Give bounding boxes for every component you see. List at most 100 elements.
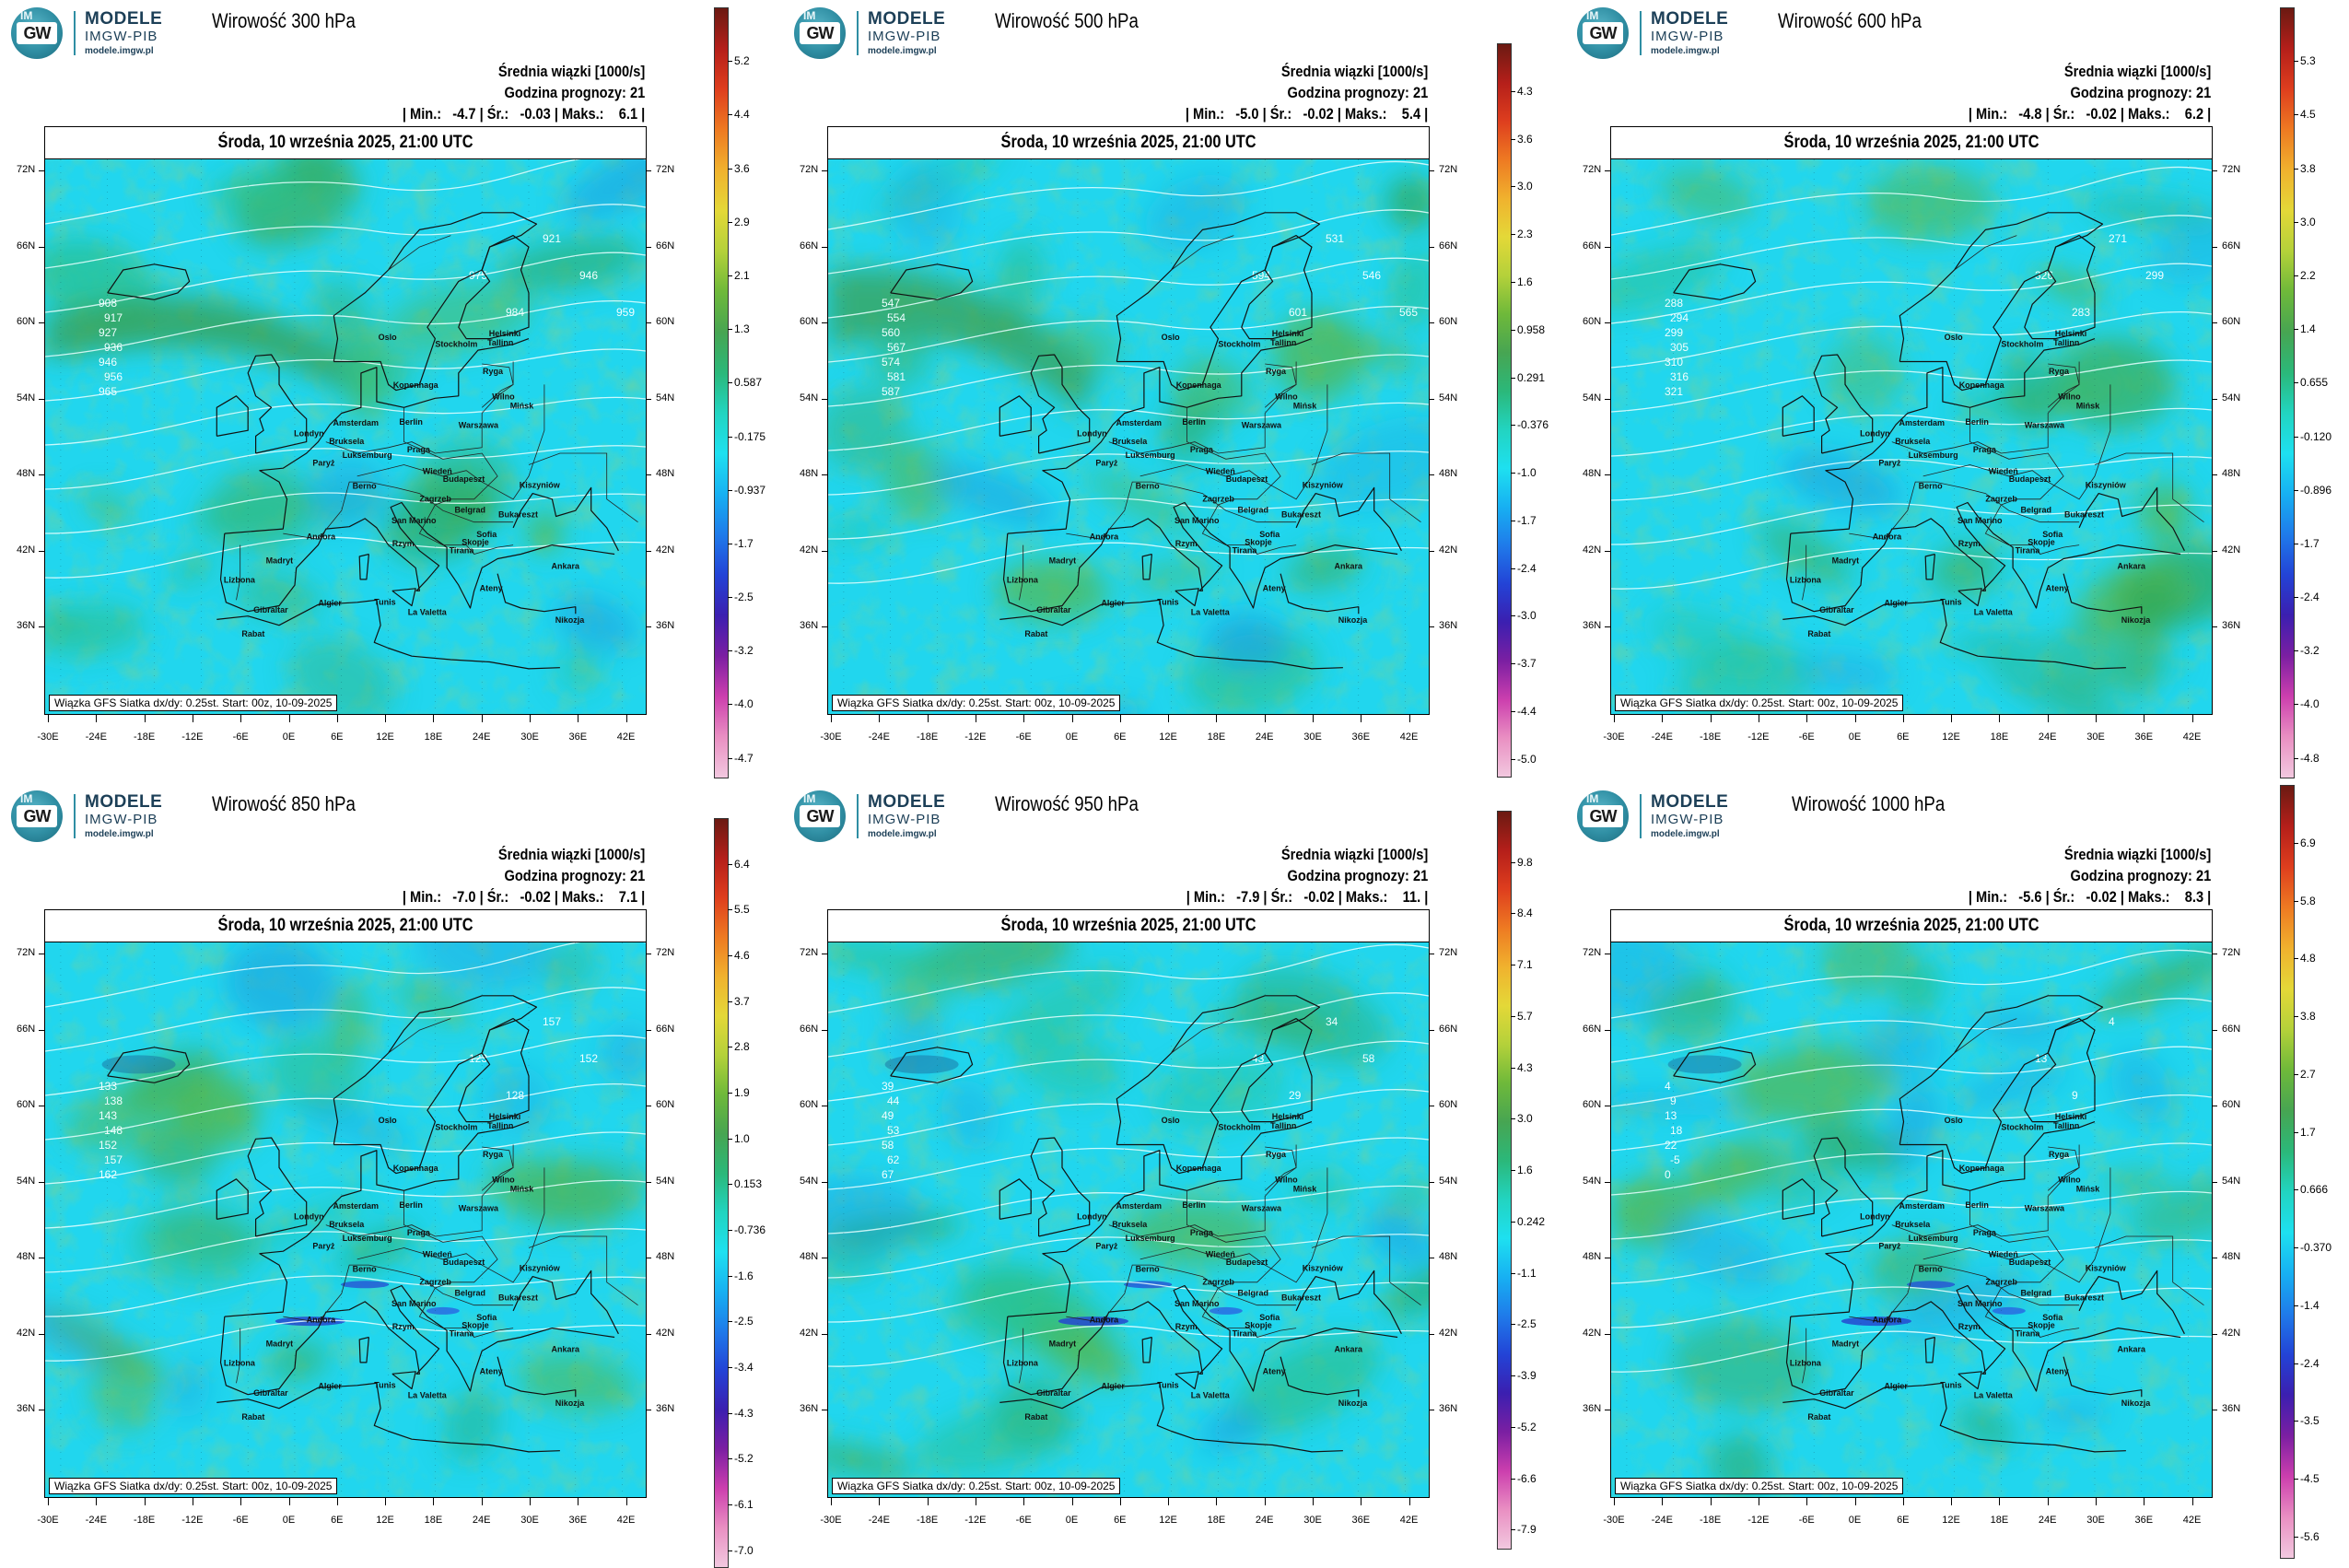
scale-tick (728, 1275, 732, 1277)
scale-tick (2294, 1016, 2298, 1018)
imgw-logo: IM GW MODELE IMGW-PIB modele.imgw.pl (794, 790, 997, 846)
scale-label: -1.1 (1517, 1266, 1537, 1280)
lat-label-right: 36N (1439, 1403, 1458, 1414)
lat-label-right: 48N (1439, 1251, 1458, 1262)
city-label: Warszawa (2025, 1204, 2065, 1213)
logo-mark-top: IM (803, 9, 816, 22)
lat-label-right: 54N (1439, 392, 1458, 404)
lon-tick (1408, 715, 1410, 722)
lat-label-left: 54N (17, 1175, 36, 1187)
lon-label: 42E (616, 731, 636, 743)
logo-mark-bottom: GW (17, 805, 57, 827)
valid-time: Środa, 10 września 2025, 21:00 UTC (1783, 133, 2039, 152)
scale-label: 1.6 (1517, 275, 1533, 288)
scale-label: -3.2 (2300, 644, 2320, 658)
contour-line (45, 1275, 646, 1317)
scale-tick (1511, 1221, 1515, 1223)
city-label: Mińsk (2076, 1185, 2101, 1194)
coastline (1030, 354, 1091, 454)
lat-tick (2212, 1333, 2217, 1335)
scale-tick (728, 329, 732, 331)
coastline (512, 1270, 619, 1335)
lon-label: -12E (181, 731, 204, 743)
city-label: Praga (1973, 1228, 1997, 1237)
city-label: Praga (1190, 1228, 1214, 1237)
coastline (1280, 1356, 1360, 1398)
coastline (224, 338, 530, 534)
lat-tick (2212, 1181, 2217, 1183)
lon-label: 0E (282, 731, 296, 743)
lon-label: 24E (2038, 731, 2057, 743)
contour-line (1611, 1190, 2212, 1240)
city-label: Kopenhaga (393, 1164, 439, 1173)
city-label: Skopje (462, 1321, 489, 1330)
logo-mark-top: IM (20, 9, 33, 22)
city-label: Berlin (399, 1200, 423, 1210)
imgw-logo-mark: IM GW (794, 7, 846, 59)
lon-tick (1902, 1498, 1904, 1505)
scale-label: 2.9 (734, 215, 750, 228)
lat-label-right: 36N (656, 620, 675, 631)
country-border (528, 1235, 638, 1306)
city-label: Wiedeń (1206, 466, 1235, 475)
scale-label: 3.0 (1517, 1112, 1533, 1126)
contour-label: 946 (579, 269, 598, 282)
lat-label-left: 42N (17, 544, 36, 556)
color-scale-bar (714, 7, 729, 778)
country-border (1066, 481, 1297, 540)
scale-label: 5.5 (734, 903, 750, 917)
lon-tick (2047, 1498, 2049, 1505)
forecast-hour: Godzina prognozy: 21 (504, 84, 645, 101)
lon-tick (48, 715, 49, 722)
scale-tick (728, 221, 732, 223)
country-border (481, 1146, 514, 1191)
lon-label: 0E (1848, 1515, 1862, 1526)
city-label: Budapeszt (2009, 1258, 2051, 1267)
scale-tick (1511, 1324, 1515, 1326)
lon-label: -30E (37, 1515, 59, 1526)
contour-line (828, 1234, 1429, 1279)
city-label: Ankara (552, 562, 581, 571)
scale-tick (2294, 958, 2298, 960)
scale-label: -2.4 (2300, 591, 2320, 604)
lon-tick (96, 1498, 98, 1505)
coastline (1924, 1336, 1935, 1363)
contour-label: 547 (882, 297, 900, 310)
city-label: Skopje (1245, 1321, 1272, 1330)
city-label: Gibraltar (1819, 1388, 1854, 1398)
scale-label: -1.7 (1517, 513, 1537, 527)
scale-tick (2294, 114, 2298, 116)
lon-label: 6E (1897, 1515, 1910, 1526)
lon-tick (1662, 715, 1664, 722)
lat-label-right: 48N (656, 468, 675, 479)
city-label: Gibraltar (253, 1388, 288, 1398)
scale-tick (728, 597, 732, 599)
lon-label: 18E (1990, 731, 2009, 743)
scale-tick (728, 489, 732, 491)
vorticity-map: 133 138 143 148 152 157 162 123 128 157 152 Oslo Sto… (45, 942, 646, 1497)
city-label: Budapeszt (1226, 1258, 1268, 1267)
lat-tick (822, 626, 827, 627)
scale-tick (1511, 663, 1515, 665)
contour-line (828, 1088, 1429, 1146)
coastline (392, 588, 416, 607)
lon-label: -18E (916, 731, 939, 743)
scale-label: -6.6 (1517, 1471, 1537, 1485)
lat-tick (1605, 170, 1610, 171)
city-label: Tirana (2016, 545, 2041, 555)
scale-label: 0.666 (2300, 1183, 2329, 1197)
panel-title: Wirowość 300 hPa (212, 9, 356, 32)
panel-title: Wirowość 950 hPa (995, 792, 1139, 815)
lat-tick (2212, 550, 2217, 552)
city-label: Madryt (1049, 1340, 1077, 1349)
scale-tick (728, 61, 732, 63)
city-label: Londyn (1860, 428, 1890, 438)
field-label: Średnia wiązki [1000/s] (497, 846, 645, 863)
scale-label: -4.5 (2300, 1472, 2320, 1486)
city-label: Luksemburg (1909, 1234, 1958, 1243)
lat-tick (39, 1029, 44, 1031)
contour-label: 53 (887, 1124, 900, 1137)
coastline (1002, 1284, 1398, 1396)
contour-label: 299 (2145, 269, 2164, 282)
coastline (1174, 1371, 1199, 1390)
